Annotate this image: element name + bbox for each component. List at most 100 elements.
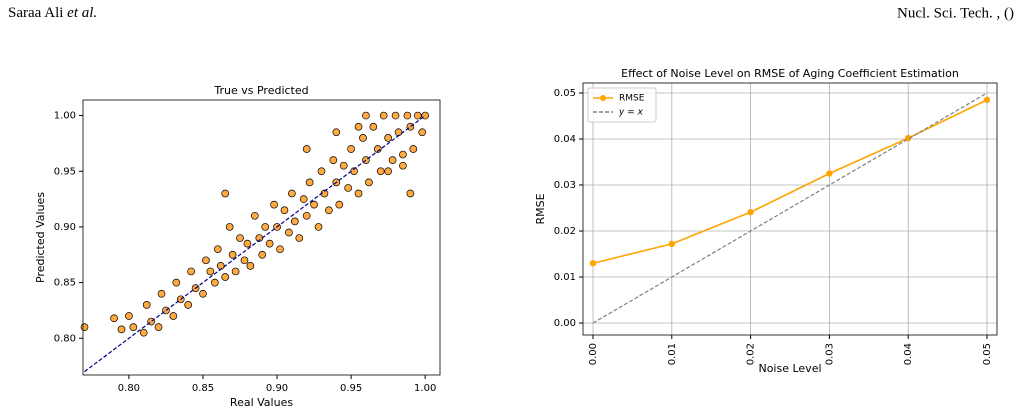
- y-tick-label: 0.00: [554, 318, 576, 329]
- scatter-point: [276, 245, 284, 254]
- scatter-point: [225, 223, 234, 231]
- y-tick-label: 0.04: [554, 134, 576, 145]
- x-tick-label: 0.05: [982, 343, 993, 365]
- scatter-point: [373, 145, 382, 153]
- scatter-point: [325, 206, 333, 215]
- reference-line: [84, 115, 426, 373]
- scatter-point: [142, 301, 151, 309]
- scatter-point: [344, 184, 353, 192]
- scatter-point: [299, 195, 308, 203]
- scatter-point: [379, 111, 388, 120]
- scatter-point: [236, 234, 244, 242]
- scatter-point: [154, 323, 163, 331]
- scatter-point: [391, 111, 400, 120]
- scatter-point: [369, 122, 378, 131]
- author-suffix: et al.: [67, 5, 97, 21]
- scatter-point: [384, 167, 393, 176]
- scatter-point: [110, 314, 118, 323]
- scatter-point: [305, 178, 314, 187]
- scatter-point: [329, 156, 338, 164]
- legend-label: RMSE: [619, 94, 645, 104]
- series-marker: [747, 208, 754, 216]
- scatter-point: [406, 189, 415, 198]
- y-axis-label: Predicted Values: [34, 192, 47, 283]
- x-axis-label: Noise Level: [758, 362, 821, 375]
- scatter-point: [240, 256, 249, 265]
- scatter-point: [216, 262, 225, 270]
- x-tick-label: 0.04: [903, 343, 914, 365]
- y-tick-label: 0.02: [554, 226, 576, 237]
- scatter-point: [399, 161, 407, 170]
- y-tick-label: 0.85: [54, 278, 76, 289]
- scatter-point: [243, 239, 252, 248]
- scatter-point: [250, 211, 259, 220]
- scatter-point: [317, 167, 326, 176]
- y-axis-label: RMSE: [534, 193, 547, 224]
- scatter-point: [388, 156, 397, 164]
- scatter-point: [246, 262, 255, 270]
- x-tick-label: 0.80: [118, 383, 140, 394]
- x-tick-label: 0.95: [340, 383, 362, 394]
- axes-frame: [82, 99, 441, 376]
- series-marker: [668, 240, 676, 248]
- scatter-point: [280, 206, 289, 215]
- y-tick-label: 1.00: [54, 111, 76, 122]
- scatter-point: [258, 250, 267, 259]
- series-line: [592, 92, 988, 324]
- legend-marker: [600, 95, 606, 101]
- scatter-point: [384, 134, 393, 142]
- x-axis-label: Real Values: [230, 396, 293, 409]
- scatter-point: [413, 111, 422, 120]
- scatter-point: [302, 145, 311, 153]
- journal: Nucl. Sci. Tech. , (): [897, 5, 1014, 21]
- scatter-point: [228, 250, 237, 259]
- y-tick-label: 0.90: [54, 222, 76, 233]
- scatter-point: [221, 273, 230, 281]
- scatter-point: [261, 223, 270, 231]
- scatter-point: [265, 239, 274, 248]
- scatter-point: [172, 278, 181, 287]
- y-tick-label: 0.05: [554, 88, 576, 99]
- scatter-point: [270, 200, 278, 209]
- scatter-point: [376, 167, 385, 176]
- x-tick-label: 0.01: [667, 343, 678, 365]
- y-tick-label: 0.03: [554, 180, 576, 191]
- scatter-point: [310, 200, 318, 209]
- chart-title: Effect of Noise Level on RMSE of Aging C…: [621, 67, 959, 80]
- legend-label: y = x: [618, 108, 644, 118]
- scatter-point: [187, 267, 195, 276]
- x-tick-label: 1.00: [414, 383, 436, 394]
- scatter-point: [157, 289, 166, 298]
- scatter-point: [210, 278, 219, 287]
- scatter-point: [288, 189, 296, 198]
- chart-title: True vs Predicted: [213, 84, 308, 97]
- scatter-point: [418, 128, 427, 137]
- scatter-point: [365, 178, 373, 187]
- scatter-point: [347, 145, 355, 153]
- series-marker: [826, 170, 833, 177]
- x-tick-label: 0.03: [824, 343, 835, 365]
- scatter-point: [125, 312, 133, 320]
- author: Saraa Ali: [8, 5, 63, 21]
- scatter-point: [80, 323, 89, 331]
- y-tick-label: 0.95: [54, 166, 76, 177]
- scatter-point: [399, 150, 407, 159]
- scatter-point: [335, 200, 344, 209]
- scatter-point: [302, 211, 311, 220]
- scatter-point: [354, 189, 363, 198]
- scatter-point: [290, 217, 299, 226]
- scatter-point: [339, 161, 348, 170]
- scatter-point: [184, 301, 193, 309]
- scatter-point: [206, 267, 215, 276]
- x-tick-label: 0.00: [588, 343, 599, 365]
- scatter-point: [314, 223, 323, 231]
- x-tick-label: 0.90: [266, 383, 288, 394]
- scatter-point: [202, 256, 210, 265]
- scatter-point: [403, 111, 412, 120]
- y-tick-label: 0.80: [54, 333, 76, 344]
- scatter-point: [221, 189, 230, 198]
- axes-frame: [582, 82, 998, 336]
- scatter-point: [139, 328, 148, 337]
- scatter-point: [213, 245, 222, 254]
- scatter-point: [362, 111, 370, 120]
